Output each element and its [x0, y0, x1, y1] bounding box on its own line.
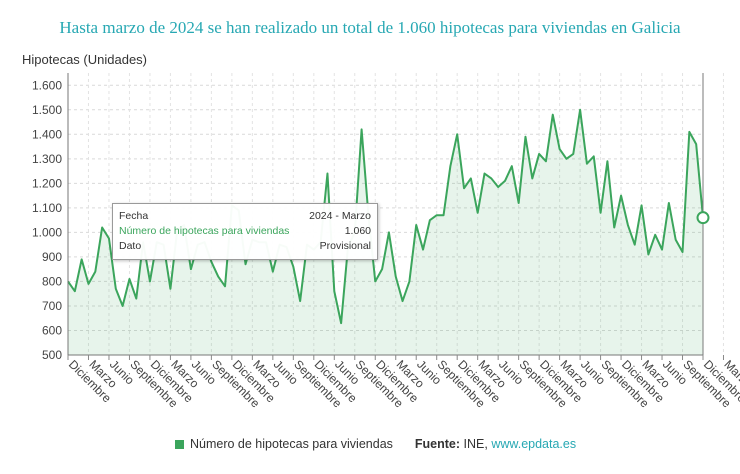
legend-label: Número de hipotecas para viviendas [190, 437, 393, 451]
tooltip-value: Provisional [319, 240, 371, 252]
source-label: Fuente: [414, 437, 461, 451]
legend: Número de hipotecas para viviendas Fuente… [175, 437, 576, 451]
tooltip-key: Dato [119, 240, 142, 252]
y-tick-label: 500 [42, 348, 62, 362]
x-tick-labels: DiciembreMarzoJunioSeptiembreDiciembreMa… [66, 355, 740, 411]
legend-swatch [175, 440, 184, 449]
y-tick-label: 700 [42, 299, 62, 313]
tooltip: Fecha 2024 - Marzo Número de hipotecas p… [112, 203, 378, 260]
tooltip-row-date: Fecha 2024 - Marzo [119, 210, 371, 224]
y-tick-label: 1.100 [32, 201, 62, 215]
y-tick-label: 1.400 [32, 127, 62, 141]
y-axis-label: Hipotecas (Unidades) [22, 52, 148, 67]
y-tick-labels: 500 600 700 800 900 1.000 1.100 1.200 1.300 1.400… [32, 78, 62, 362]
series-area [68, 109, 703, 355]
tooltip-row-value: Número de hipotecas para viviendas 1.060 [119, 225, 371, 239]
tooltip-key: Número de hipotecas para viviendas [119, 225, 290, 237]
y-tick-label: 1.000 [32, 225, 62, 239]
source-link[interactable]: www.epdata.es [491, 437, 577, 451]
axes [67, 73, 703, 356]
y-tick-label: 1.300 [32, 152, 62, 166]
highlight-marker [696, 73, 710, 355]
tooltip-value: 2024 - Marzo [309, 210, 371, 222]
tooltip-key: Fecha [119, 210, 149, 222]
y-tick-label: 1.500 [32, 103, 62, 117]
y-tick-label: 900 [42, 250, 62, 264]
y-tick-label: 600 [42, 323, 62, 337]
chart-title: Hasta marzo de 2024 se han realizado un … [59, 18, 681, 37]
y-tick-label: 800 [42, 274, 62, 288]
y-tick-label: 1.600 [32, 78, 62, 92]
x-grid-lines [67, 73, 724, 355]
highlight-point [696, 211, 710, 225]
source-text: INE, [463, 437, 488, 451]
tooltip-value: 1.060 [344, 225, 371, 237]
y-tick-label: 1.200 [32, 176, 62, 190]
tooltip-row-status: Dato Provisional [119, 240, 371, 254]
